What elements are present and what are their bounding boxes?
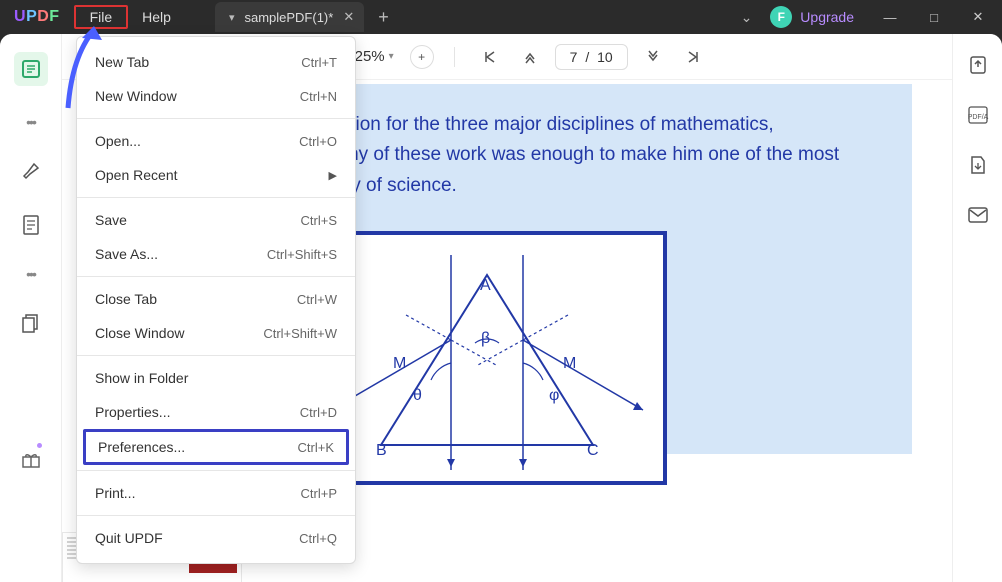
menu-shortcut: Ctrl+W (297, 292, 337, 307)
menu-shortcut: Ctrl+Shift+W (263, 326, 337, 341)
left-sidebar: ••• ••• (0, 34, 62, 582)
menu-item-save-as[interactable]: Save As... Ctrl+Shift+S (77, 237, 355, 271)
notification-dot (37, 443, 42, 448)
menu-separator (77, 470, 355, 471)
menu-separator (77, 197, 355, 198)
document-figure: A B C M M β θ φ (307, 231, 667, 485)
maximize-button[interactable]: □ (916, 3, 952, 31)
sidebar-highlighter-icon[interactable] (18, 158, 44, 184)
menu-item-label: Preferences... (98, 439, 185, 455)
menu-item-label: New Window (95, 88, 177, 104)
menu-item-label: Show in Folder (95, 370, 188, 386)
last-page-button[interactable] (678, 50, 708, 64)
menu-item-new-tab[interactable]: New Tab Ctrl+T (77, 45, 355, 79)
tab-dropdown-icon[interactable]: ▾ (229, 11, 235, 24)
close-window-button[interactable]: ✕ (960, 3, 996, 31)
menu-item-label: Save (95, 212, 127, 228)
next-page-button[interactable] (638, 50, 668, 64)
upgrade-link[interactable]: Upgrade (800, 9, 864, 25)
sidebar-page-list-icon[interactable] (18, 212, 44, 238)
menu-item-close-tab[interactable]: Close Tab Ctrl+W (77, 282, 355, 316)
menu-separator (77, 276, 355, 277)
pdf-a-icon[interactable]: PDF/A (965, 102, 991, 128)
prev-page-button[interactable] (515, 50, 545, 64)
sidebar-more-icon: ••• (26, 114, 35, 130)
first-page-button[interactable] (475, 50, 505, 64)
sidebar-reader-icon[interactable] (14, 52, 48, 86)
menu-item-close-window[interactable]: Close Window Ctrl+Shift+W (77, 316, 355, 350)
menu-shortcut: Ctrl+P (301, 486, 337, 501)
menu-item-quit-updf[interactable]: Quit UPDF Ctrl+Q (77, 521, 355, 555)
mail-icon[interactable] (965, 202, 991, 228)
menu-shortcut: Ctrl+Q (299, 531, 337, 546)
menu-item-open[interactable]: Open... Ctrl+O (77, 124, 355, 158)
app-logo: UPDF (0, 8, 74, 26)
menu-item-open-recent[interactable]: Open Recent ▶ (77, 158, 355, 192)
separator (454, 47, 455, 67)
document-tab[interactable]: ▾ samplePDF(1)* ✕ (215, 2, 364, 32)
menu-separator (77, 355, 355, 356)
menu-shortcut: Ctrl+D (300, 405, 337, 420)
tab-title: samplePDF(1)* (244, 10, 333, 25)
sidebar-pages-icon[interactable] (18, 310, 44, 336)
menu-item-label: Open Recent (95, 167, 178, 183)
avatar[interactable]: F (770, 6, 792, 28)
tab-strip: ▾ samplePDF(1)* ✕ + (215, 0, 403, 34)
sidebar-gift-icon[interactable] (18, 446, 44, 472)
menu-item-properties[interactable]: Properties... Ctrl+D (77, 395, 355, 429)
menu-item-save[interactable]: Save Ctrl+S (77, 203, 355, 237)
menu-shortcut: Ctrl+T (301, 55, 337, 70)
menu-item-label: Properties... (95, 404, 170, 420)
page-indicator[interactable]: 7 / 10 (555, 44, 628, 70)
submenu-arrow-icon: ▶ (329, 169, 337, 182)
sidebar-more-icon: ••• (26, 266, 35, 282)
menu-item-label: Open... (95, 133, 141, 149)
menu-item-label: New Tab (95, 54, 149, 70)
menu-item-show-in-folder[interactable]: Show in Folder (77, 361, 355, 395)
menu-item-print[interactable]: Print... Ctrl+P (77, 476, 355, 510)
menu-separator (77, 118, 355, 119)
svg-text:PDF/A: PDF/A (967, 114, 988, 121)
menu-shortcut: Ctrl+S (301, 213, 337, 228)
minimize-button[interactable]: — (872, 3, 908, 31)
menu-item-label: Save As... (95, 246, 158, 262)
menu-item-new-window[interactable]: New Window Ctrl+N (77, 79, 355, 113)
zoom-dropdown-icon[interactable]: ▾ (389, 51, 394, 62)
export-icon[interactable] (965, 52, 991, 78)
file-menu-dropdown: New Tab Ctrl+T New Window Ctrl+N Open... Ctrl… (76, 36, 356, 564)
titlebar-right: ⌄ F Upgrade — □ ✕ (731, 0, 1002, 34)
chevron-down-icon[interactable]: ⌄ (731, 9, 763, 26)
menu-help[interactable]: Help (128, 5, 185, 29)
right-sidebar: PDF/A (952, 34, 1002, 582)
add-tab-button[interactable]: + (364, 7, 403, 28)
menu-file[interactable]: File (74, 5, 129, 29)
close-icon[interactable]: ✕ (343, 9, 354, 25)
menu-shortcut: Ctrl+N (300, 89, 337, 104)
menu-shortcut: Ctrl+K (298, 440, 334, 455)
menu-item-label: Quit UPDF (95, 530, 163, 546)
titlebar: UPDF File Help ▾ samplePDF(1)* ✕ + ⌄ F U… (0, 0, 1002, 34)
menu-separator (77, 515, 355, 516)
save-file-icon[interactable] (965, 152, 991, 178)
menu-item-preferences[interactable]: Preferences... Ctrl+K (83, 429, 349, 465)
menu-item-label: Close Tab (95, 291, 157, 307)
zoom-in-button[interactable]: + (410, 45, 434, 69)
menu-item-label: Close Window (95, 325, 184, 341)
menubar: File Help (74, 0, 185, 34)
menu-shortcut: Ctrl+O (299, 134, 337, 149)
menu-shortcut: Ctrl+Shift+S (267, 247, 337, 262)
menu-item-label: Print... (95, 485, 135, 501)
